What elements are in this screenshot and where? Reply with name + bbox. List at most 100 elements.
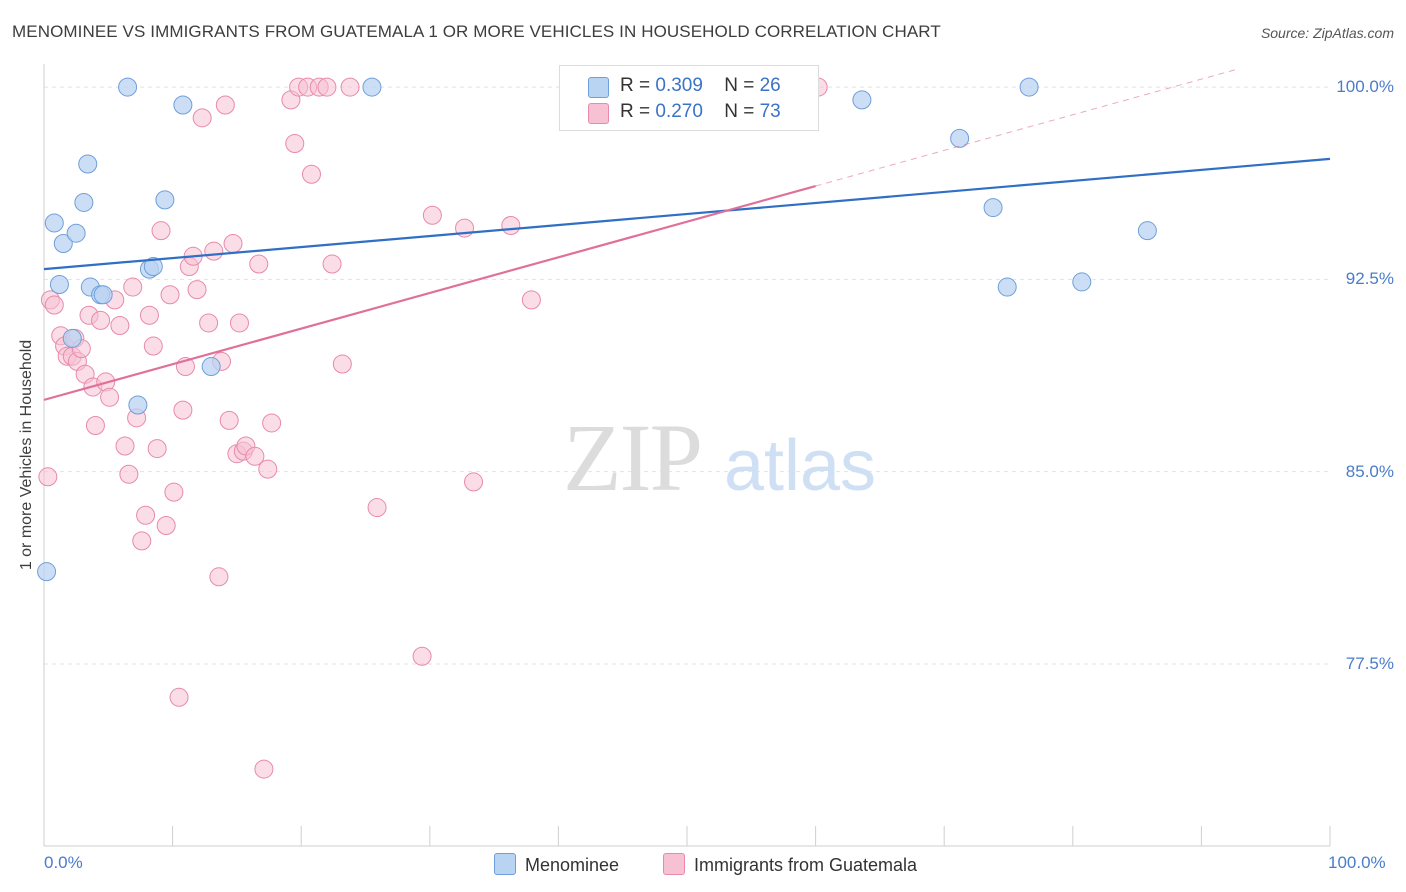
point-menominee-16	[173, 95, 193, 115]
y-tick-label-3: 77.5%	[1345, 653, 1394, 673]
trend-line-guatemala-extension	[815, 68, 1238, 187]
point-menominee-4	[62, 328, 82, 348]
point-menominee-18	[362, 77, 382, 97]
watermark: ZIP atlas	[563, 404, 876, 511]
legend-row-guatemala: R = 0.270 N = 73	[620, 101, 781, 123]
point-guatemala-61	[317, 77, 337, 97]
point-guatemala-41	[209, 567, 229, 587]
legend-r-label-2: R =	[620, 101, 656, 122]
point-menominee-3	[53, 233, 73, 253]
legend-swatch-guatemala	[588, 103, 609, 124]
point-menominee-22	[997, 277, 1017, 297]
series-immigrants-from-guatemala	[38, 77, 828, 779]
point-menominee-20	[950, 128, 970, 148]
point-guatemala-56	[285, 133, 305, 153]
trend-line-menominee	[43, 157, 1331, 271]
point-menominee-15	[155, 190, 175, 210]
legend-swatch-menominee	[588, 77, 609, 98]
grid-lines	[44, 86, 1330, 665]
point-guatemala-32	[169, 687, 189, 707]
point-guatemala-44	[219, 410, 239, 430]
point-guatemala-66	[412, 646, 432, 666]
point-menominee-14	[143, 257, 163, 277]
bottom-swatch-menominee	[494, 853, 516, 875]
point-guatemala-54	[262, 413, 282, 433]
point-guatemala-24	[136, 505, 156, 525]
legend-n-value-2: 73	[759, 101, 781, 122]
point-menominee-24	[1072, 272, 1092, 292]
bottom-legend-guatemala: Immigrants from Guatemala	[663, 853, 917, 876]
point-guatemala-67	[422, 205, 442, 225]
point-guatemala-28	[151, 221, 171, 241]
legend-n-label-2: N =	[724, 101, 760, 122]
point-menominee-2	[49, 274, 69, 294]
axes	[43, 64, 1331, 847]
point-guatemala-26	[143, 336, 163, 356]
point-guatemala-27	[147, 439, 167, 459]
point-guatemala-70	[501, 216, 521, 236]
point-guatemala-45	[223, 233, 243, 253]
point-menominee-1	[44, 213, 64, 233]
watermark-zip: ZIP	[563, 404, 701, 511]
point-guatemala-20	[119, 464, 139, 484]
chart-title: MENOMINEE VS IMMIGRANTS FROM GUATEMALA 1…	[12, 22, 941, 41]
point-guatemala-50	[245, 446, 265, 466]
point-menominee-0	[37, 562, 57, 582]
legend-r-label-1: R =	[620, 75, 656, 96]
point-guatemala-69	[464, 472, 484, 492]
point-guatemala-43	[215, 95, 235, 115]
bottom-legend-menominee: Menominee	[494, 853, 619, 876]
point-guatemala-62	[322, 254, 342, 274]
point-guatemala-31	[164, 482, 184, 502]
point-guatemala-23	[132, 531, 152, 551]
point-guatemala-65	[367, 498, 387, 518]
bottom-legend-label-guatemala: Immigrants from Guatemala	[694, 855, 918, 875]
point-guatemala-59	[301, 164, 321, 184]
point-menominee-7	[78, 154, 98, 174]
point-menominee-11	[118, 77, 138, 97]
legend-n-value-1: 26	[759, 75, 781, 96]
bottom-swatch-guatemala	[663, 853, 685, 875]
bottom-legend-label-menominee: Menominee	[525, 855, 620, 875]
point-guatemala-37	[187, 280, 207, 300]
legend-r-value-1: 0.309	[655, 75, 703, 96]
y-tick-label-1: 92.5%	[1345, 269, 1394, 289]
point-guatemala-16	[100, 387, 120, 407]
legend-n-label-1: N =	[724, 75, 760, 96]
point-menominee-19	[852, 90, 872, 110]
point-guatemala-63	[332, 354, 352, 374]
trend-lines	[43, 68, 1331, 401]
point-guatemala-53	[258, 459, 278, 479]
point-guatemala-52	[254, 759, 274, 779]
point-menominee-5	[66, 223, 86, 243]
watermark-atlas: atlas	[724, 426, 876, 506]
y-tick-label-2: 85.0%	[1345, 461, 1394, 481]
point-guatemala-18	[110, 316, 130, 336]
series-menominee	[37, 77, 1157, 582]
x-tick-max: 100.0%	[1328, 853, 1386, 872]
point-menominee-17	[201, 357, 221, 377]
point-guatemala-33	[173, 400, 193, 420]
point-guatemala-40	[204, 241, 224, 261]
legend-row-menominee: R = 0.309 N = 26	[620, 75, 781, 97]
legend-r-value-2: 0.270	[655, 101, 703, 122]
point-menominee-23	[1019, 77, 1039, 97]
point-guatemala-71	[521, 290, 541, 310]
point-guatemala-39	[199, 313, 219, 333]
point-guatemala-30	[160, 285, 180, 305]
point-menominee-25	[1137, 221, 1157, 241]
point-guatemala-51	[249, 254, 269, 274]
point-guatemala-25	[139, 305, 159, 325]
point-guatemala-64	[340, 77, 360, 97]
trend-line-guatemala	[43, 184, 816, 401]
point-guatemala-14	[91, 310, 111, 330]
point-guatemala-29	[156, 516, 176, 536]
point-guatemala-21	[123, 277, 143, 297]
point-guatemala-19	[115, 436, 135, 456]
source-note: Source: ZipAtlas.com	[1260, 25, 1394, 41]
point-menominee-10	[93, 285, 113, 305]
point-guatemala-47	[229, 313, 249, 333]
point-menominee-21	[983, 198, 1003, 218]
correlation-legend: R = 0.309 N = 26 R = 0.270 N = 73	[559, 65, 819, 131]
point-guatemala-38	[192, 108, 212, 128]
